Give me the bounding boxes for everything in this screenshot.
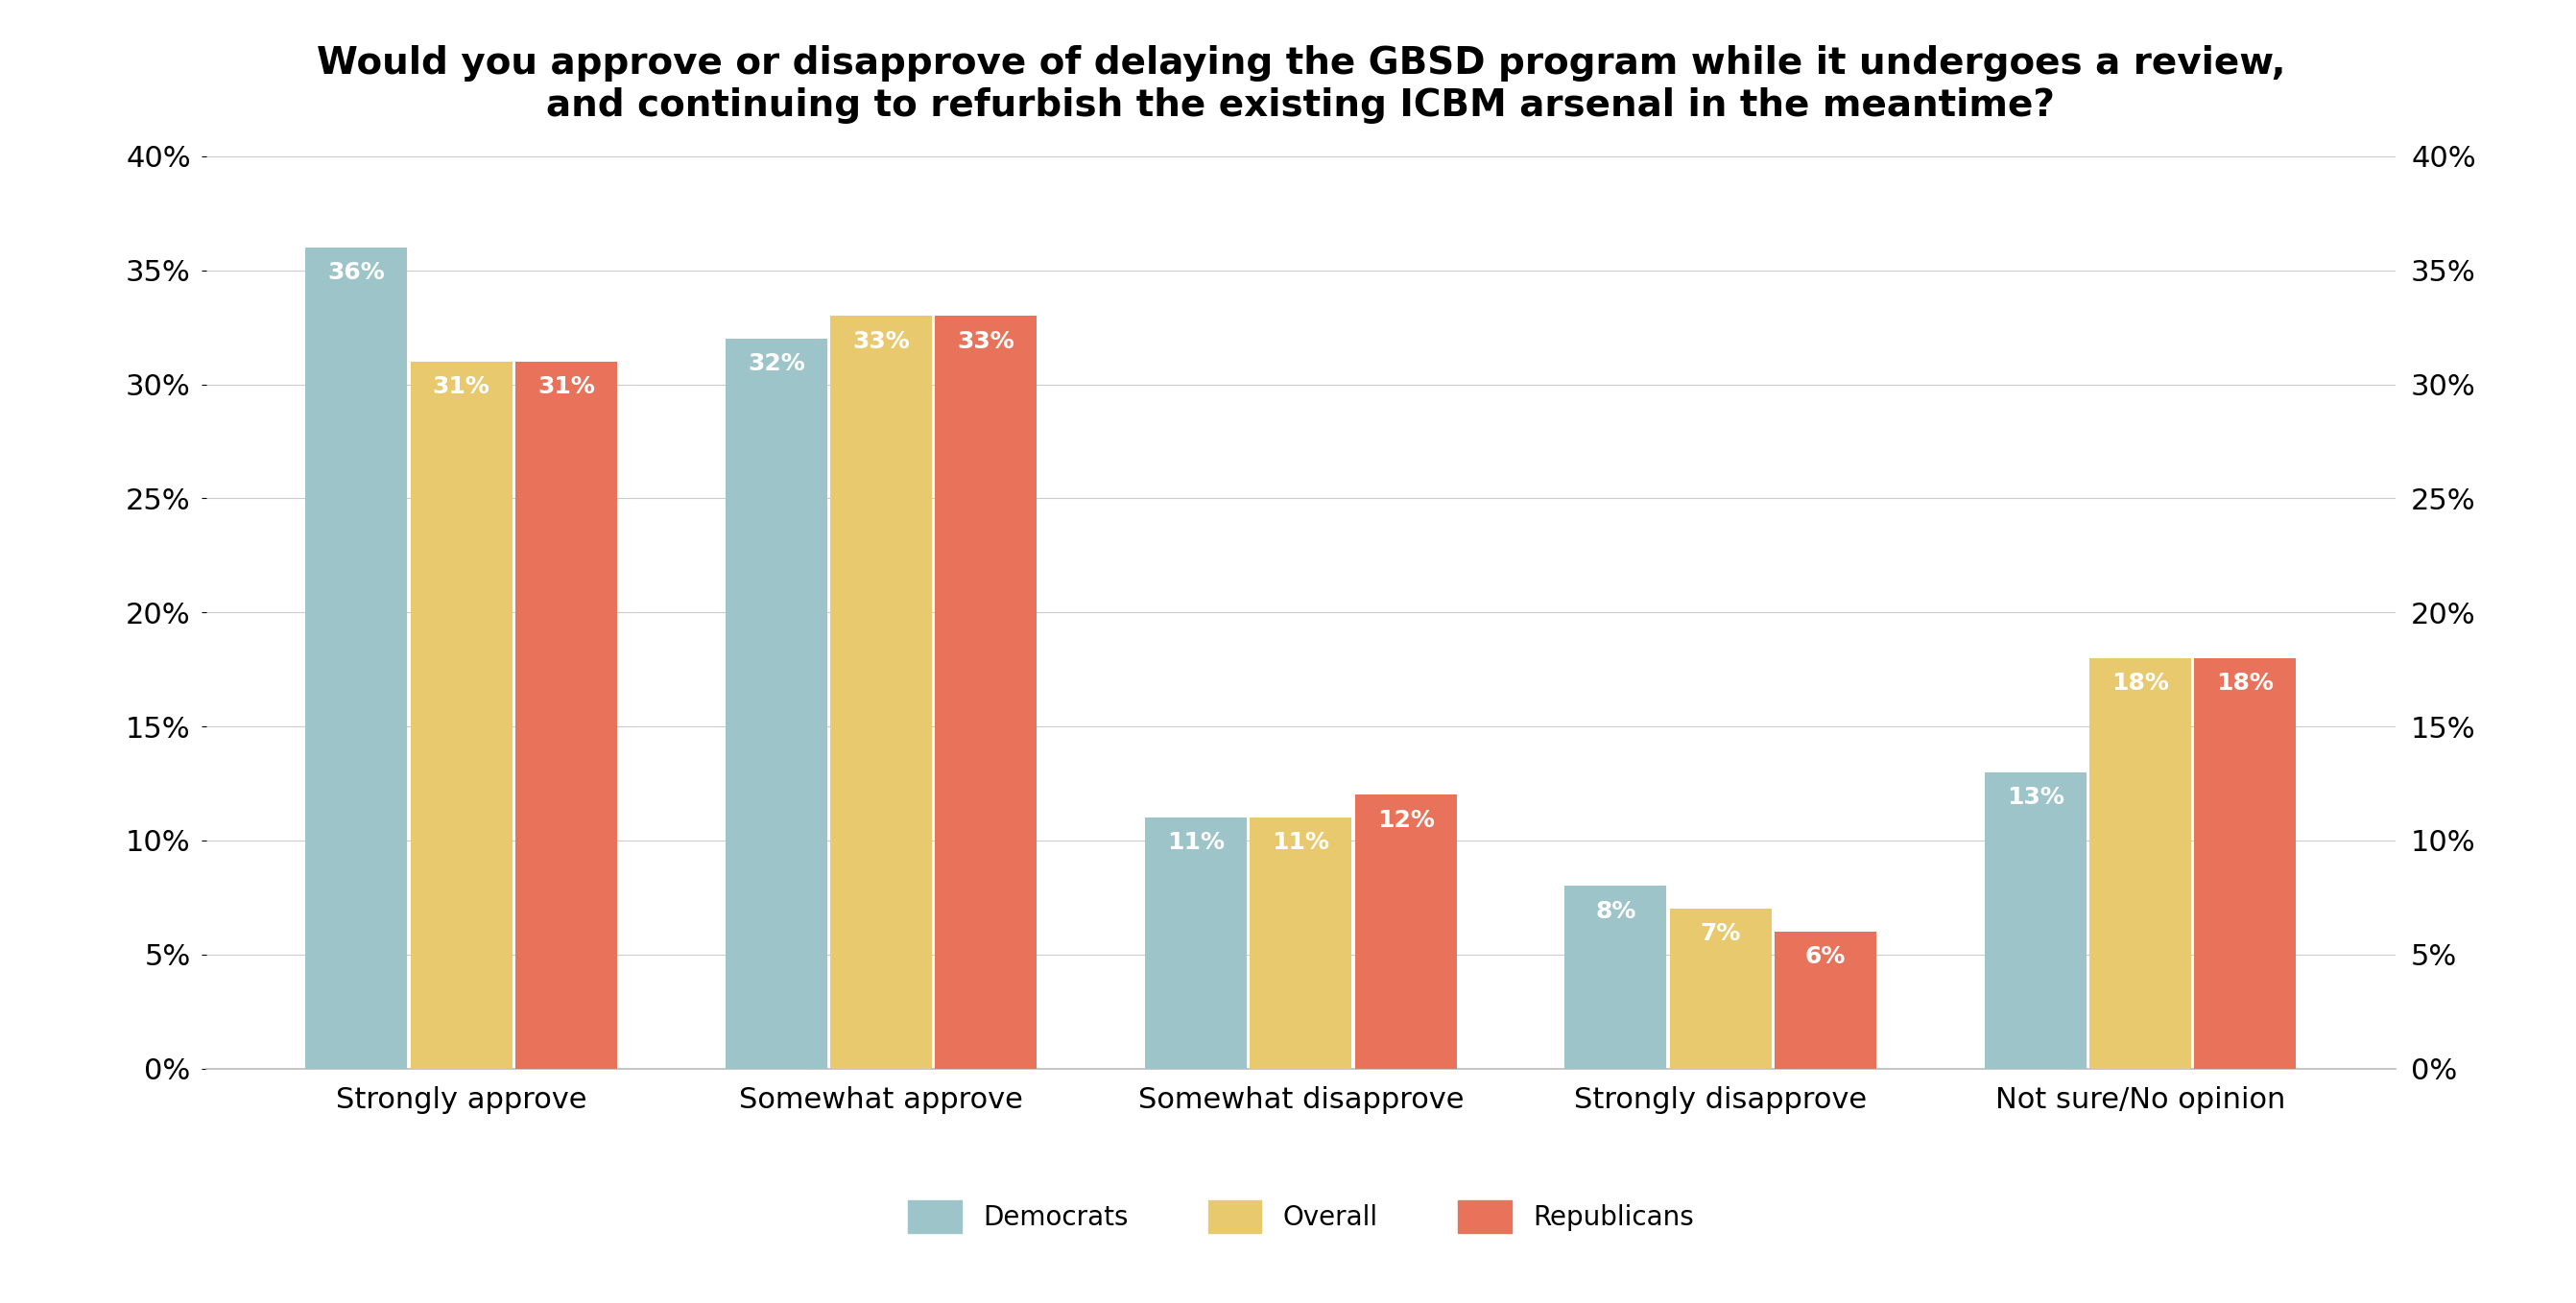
Text: 18%: 18% [2215, 672, 2275, 694]
Bar [1775, 932, 1875, 1068]
Text: 33%: 33% [853, 330, 909, 353]
Bar [935, 317, 1038, 1068]
Bar [410, 361, 513, 1068]
Text: 33%: 33% [958, 330, 1015, 353]
Bar [1669, 909, 1772, 1068]
Text: 13%: 13% [2007, 786, 2063, 809]
Text: 11%: 11% [1167, 831, 1224, 855]
Bar [1564, 886, 1667, 1068]
Text: 12%: 12% [1378, 808, 1435, 831]
Bar [2195, 658, 2295, 1068]
Bar [829, 317, 933, 1068]
Text: 18%: 18% [2112, 672, 2169, 694]
Bar [2089, 658, 2192, 1068]
Text: 31%: 31% [538, 375, 595, 399]
Bar [1146, 818, 1247, 1068]
Legend: Democrats, Overall, Republicans: Democrats, Overall, Republicans [909, 1200, 1692, 1233]
Bar [726, 339, 827, 1068]
Title: Would you approve or disapprove of delaying the GBSD program while it undergoes : Would you approve or disapprove of delay… [317, 46, 2285, 124]
Text: 8%: 8% [1595, 899, 1636, 923]
Text: 6%: 6% [1806, 946, 1847, 968]
Bar [1355, 795, 1455, 1068]
Text: 31%: 31% [433, 375, 489, 399]
Bar [1249, 818, 1352, 1068]
Text: 32%: 32% [747, 352, 804, 375]
Bar [1984, 771, 2087, 1068]
Text: 11%: 11% [1273, 831, 1329, 855]
Text: 36%: 36% [327, 261, 386, 284]
Bar [515, 361, 618, 1068]
Bar [307, 248, 407, 1068]
Text: 7%: 7% [1700, 923, 1741, 946]
